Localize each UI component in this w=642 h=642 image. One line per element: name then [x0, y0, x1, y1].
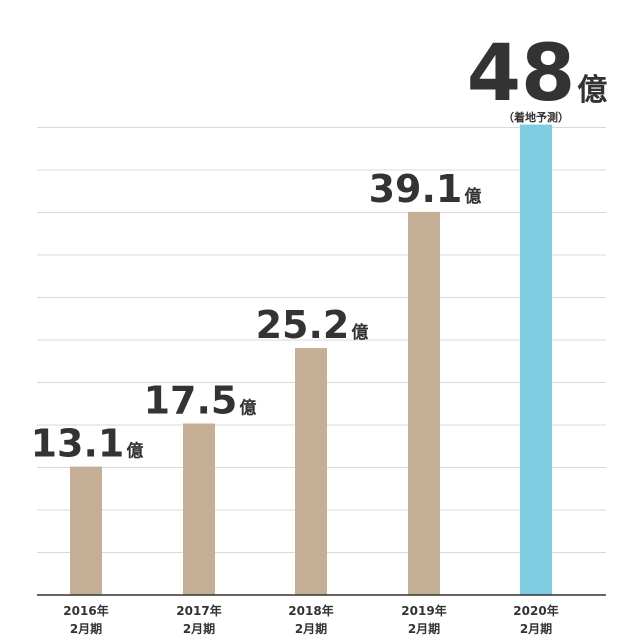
bar-forecast — [520, 124, 552, 595]
value-number: 48 — [467, 29, 576, 119]
value-label: 39.1 億 — [369, 167, 482, 211]
value-number: 13.1 — [31, 422, 125, 466]
x-tick-label-period: 2月期 — [295, 621, 327, 636]
x-tick-label-year: 2019年 — [401, 603, 446, 618]
x-tick-labels: 2016年 2月期 2017年 2月期 2018年 2月期 2019年 2月期 2020年 2月期 — [63, 603, 558, 636]
value-unit: 億 — [351, 322, 368, 343]
bar — [295, 348, 327, 595]
x-tick-label-period: 2月期 — [183, 621, 215, 636]
x-tick-label-year: 2018年 — [288, 603, 333, 618]
value-unit: 億 — [577, 73, 607, 108]
x-tick-label-year: 2016年 — [63, 603, 108, 618]
x-tick-label-year: 2020年 — [513, 603, 558, 618]
value-label: 25.2 億 — [256, 303, 369, 347]
value-label: 48億 — [467, 29, 608, 119]
forecast-note: （着地予測） — [503, 110, 569, 124]
value-number: 17.5 — [144, 379, 238, 423]
value-unit: 億 — [126, 441, 143, 462]
x-tick-label-year: 2017年 — [176, 603, 221, 618]
bar — [183, 423, 215, 595]
value-number: 25.2 — [256, 303, 350, 347]
x-tick-label-period: 2月期 — [408, 621, 440, 636]
value-unit: 億 — [239, 398, 256, 419]
bar — [408, 211, 440, 595]
x-tick-label-period: 2月期 — [520, 621, 552, 636]
value-label: 13.1 億 — [31, 422, 144, 466]
value-label: 17.5 億 — [144, 379, 257, 423]
value-unit: 億 — [464, 186, 481, 207]
bars — [70, 124, 552, 595]
value-number: 39.1 — [369, 167, 463, 211]
bar — [70, 466, 102, 595]
x-tick-label-period: 2月期 — [70, 621, 102, 636]
